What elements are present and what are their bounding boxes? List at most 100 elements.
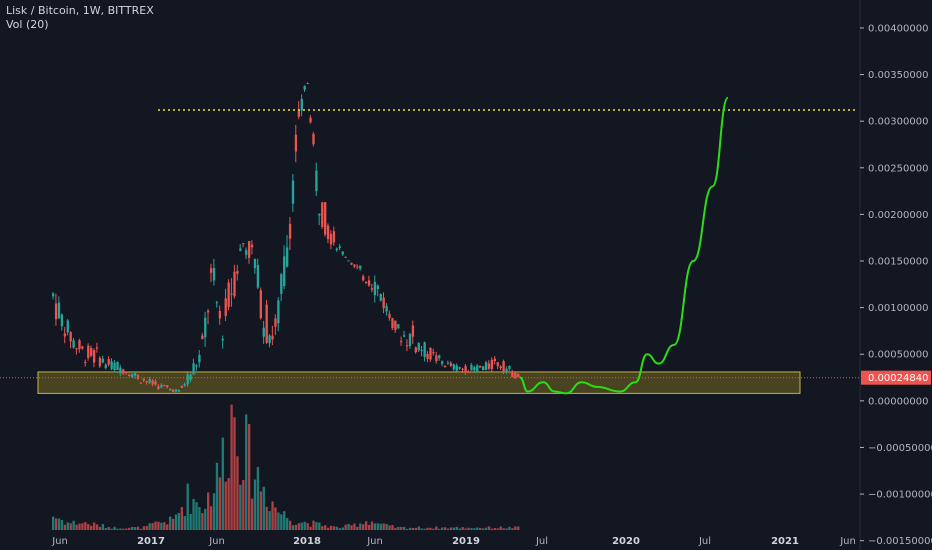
candle-body xyxy=(274,318,277,327)
projection-path xyxy=(519,96,729,395)
candle-body xyxy=(280,274,283,294)
price-tick-label: −0.00050000 xyxy=(868,443,932,454)
candle-body xyxy=(329,233,333,245)
time-tick-label: Jun xyxy=(208,536,225,547)
candle-body xyxy=(233,271,236,297)
volume-bar xyxy=(233,417,236,530)
price-tick-label: 0.00100000 xyxy=(868,303,928,314)
volume-bar xyxy=(221,437,224,530)
candle-body xyxy=(104,364,107,369)
candlesticks xyxy=(52,82,520,393)
time-tick-label: 2018 xyxy=(293,536,321,547)
price-tick-label: 0.00300000 xyxy=(868,117,928,128)
volume-bar xyxy=(148,523,151,530)
volume-bar xyxy=(78,523,81,530)
candle-body xyxy=(163,384,166,386)
volume-bar xyxy=(227,478,230,530)
volume-bar xyxy=(400,526,403,530)
candle-body xyxy=(420,350,423,352)
volume-bar xyxy=(487,526,491,530)
volume-bar xyxy=(502,528,505,530)
candle-body xyxy=(411,325,415,337)
candle-body xyxy=(326,225,330,240)
candle-body xyxy=(230,293,233,295)
candle-body xyxy=(174,389,178,392)
candle-body xyxy=(157,386,160,389)
candle-body xyxy=(338,246,341,249)
time-tick-label: Jun xyxy=(839,536,856,547)
candle-body xyxy=(151,380,154,385)
volume-bar xyxy=(95,524,99,530)
volume-bar xyxy=(122,528,125,530)
volume-bar xyxy=(367,524,371,530)
volume-bar xyxy=(107,527,110,530)
volume-bar xyxy=(411,527,415,530)
volume-bar xyxy=(271,501,274,530)
price-axis[interactable]: 0.00400000 0.00350000 0.00300000 0.00250000… xyxy=(859,0,932,550)
candle-body xyxy=(236,271,239,274)
candle-body xyxy=(385,306,388,312)
volume-bar xyxy=(268,511,271,530)
volume-bar xyxy=(379,523,382,530)
volume-bar xyxy=(128,527,131,530)
candle-body xyxy=(473,367,476,371)
time-tick-label: Jul xyxy=(535,536,548,547)
volume-bar xyxy=(499,526,502,530)
volume-bar xyxy=(113,526,116,530)
candle-body xyxy=(84,361,87,363)
candle-body xyxy=(259,290,262,319)
candle-body xyxy=(52,293,55,297)
volume-bar xyxy=(441,527,444,530)
candle-body xyxy=(215,302,219,304)
candle-body xyxy=(169,388,172,391)
candle-body xyxy=(107,358,110,365)
candle-body xyxy=(435,355,438,362)
time-axis[interactable]: Jun 2017 Jun 2018 Jun 2019 Jul 2020 Jul 2021 Jun xyxy=(51,536,856,547)
candle-body xyxy=(256,264,260,288)
volume-bar xyxy=(429,527,432,530)
candle-body xyxy=(376,285,379,289)
candle-body xyxy=(224,298,227,317)
volume-bar xyxy=(324,525,327,530)
volume-bar xyxy=(481,528,485,530)
volume-bar xyxy=(297,523,301,530)
volume-bar xyxy=(420,528,423,530)
volume-bar xyxy=(180,507,184,530)
candle-body xyxy=(247,241,251,258)
candle-body xyxy=(324,202,327,235)
volume-bar xyxy=(186,483,189,530)
volume-bar xyxy=(151,522,154,530)
candle-body xyxy=(318,213,321,216)
candle-body xyxy=(364,282,368,284)
candle-body xyxy=(142,378,145,381)
chart-title: Lisk / Bitcoin, 1W, BITTREX xyxy=(6,4,154,17)
candle-body xyxy=(303,85,306,90)
volume-bar xyxy=(370,521,374,530)
candle-body xyxy=(350,262,353,265)
candle-body xyxy=(335,248,339,251)
volume-bar xyxy=(104,527,107,530)
volume-bar xyxy=(458,528,461,530)
volume-bar xyxy=(303,521,306,530)
candle-body xyxy=(110,361,113,370)
candle-body xyxy=(426,353,429,359)
volume-bar xyxy=(204,508,207,530)
volume-bar xyxy=(166,524,169,530)
price-tick-label: 0.00000000 xyxy=(868,396,928,407)
candle-body xyxy=(476,365,479,373)
annotations xyxy=(0,96,860,395)
time-tick-label: Jun xyxy=(366,536,383,547)
volume-bar xyxy=(473,528,476,530)
candle-body xyxy=(81,346,84,349)
candle-body xyxy=(180,385,184,388)
candle-body xyxy=(57,302,61,319)
volume-bar xyxy=(315,522,318,530)
price-tick-label: 0.00150000 xyxy=(868,257,928,268)
volume-indicator-label: Vol (20) xyxy=(6,18,49,31)
candle-body xyxy=(166,385,169,388)
candle-body xyxy=(177,389,181,392)
volume-bar xyxy=(157,521,160,530)
volume-bar xyxy=(414,527,418,530)
candle-body xyxy=(403,335,406,337)
